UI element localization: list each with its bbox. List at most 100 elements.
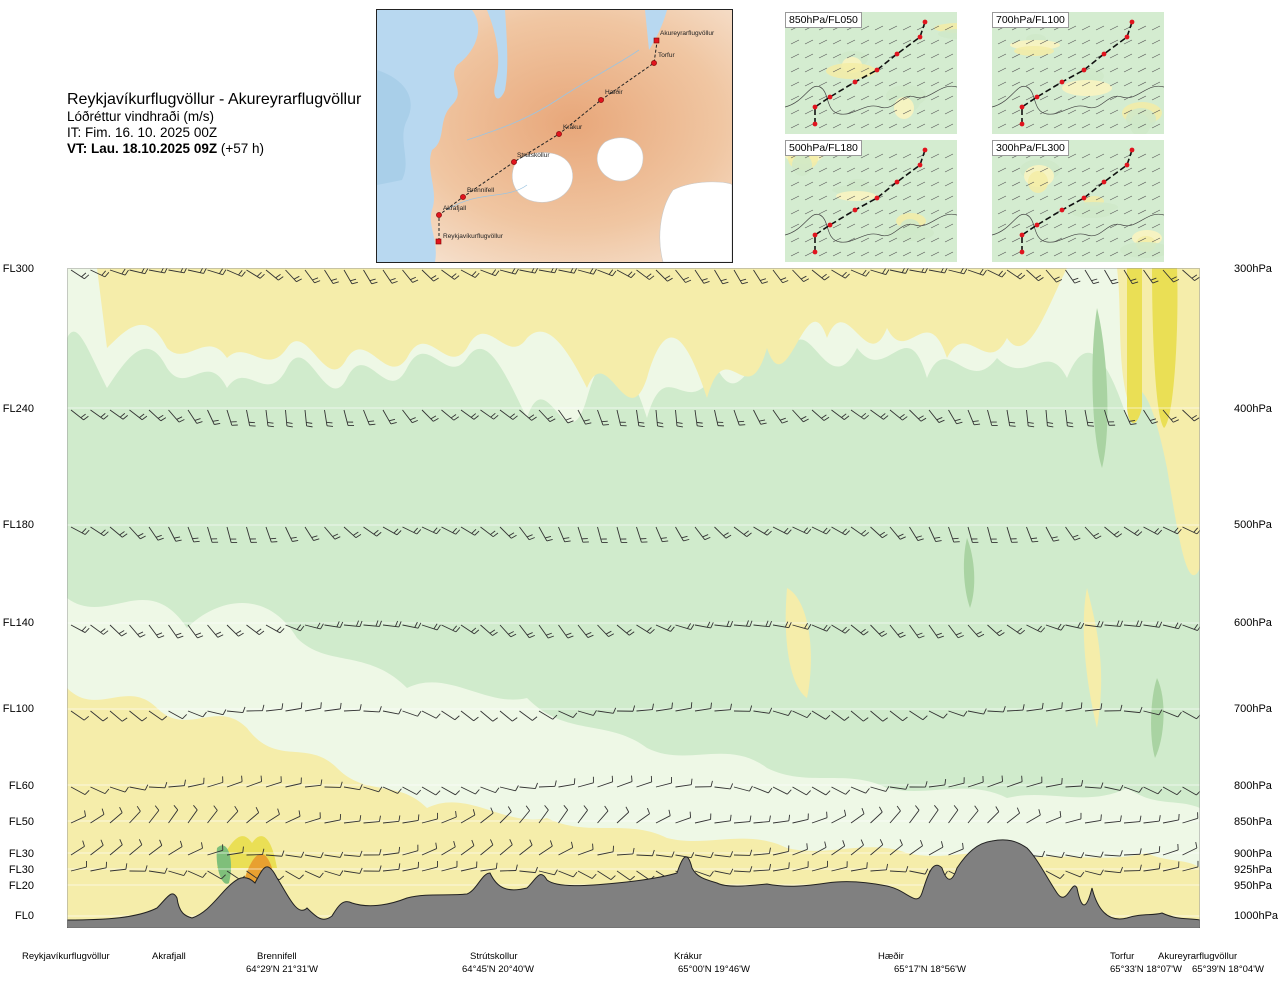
wind-barb-feather [703,281,710,284]
wind-barb-feather [1191,414,1197,419]
cross-section-plot[interactable] [67,268,1200,928]
level-map-barb [790,237,800,243]
level-map-coastline [992,85,1164,115]
level-map-500[interactable]: 500hPa/FL180 [785,140,957,262]
level-map-barb [902,223,912,229]
wind-barb-feather [515,268,519,275]
wind-barb-feather [786,529,792,535]
wind-barb-shaft [285,707,302,712]
wind-barb-feather [1038,277,1044,282]
wind-barb-shaft [343,820,360,824]
wind-barb-feather [915,805,920,811]
wind-barb-feather [475,789,480,795]
wind-barb-shaft [1143,786,1159,795]
wind-barb-feather [398,621,402,628]
level-map-field-patch [1028,171,1048,193]
wind-barb-feather [1030,537,1038,540]
level-map-700-label: 700hPa/FL100 [992,12,1069,28]
level-map-barb [1109,237,1119,243]
wind-barb-shaft [753,786,769,794]
level-map-barb [1053,109,1063,115]
level-map-850[interactable]: 850hPa/FL050 [785,12,957,134]
wind-barb-feather [1158,862,1161,869]
level-map-barb [944,39,954,45]
level-map-barb [1067,95,1077,101]
wind-barb-shaft [850,624,864,636]
wind-barb-shaft [811,866,828,872]
wind-barb-feather [605,630,612,635]
wind-barb-shaft [421,409,434,422]
wind-barb-shaft [70,409,84,421]
wind-barb-shaft [655,782,672,788]
level-map-300[interactable]: 300hPa/FL300 [992,140,1164,262]
wind-barb-feather [957,635,964,639]
wind-barb-feather [806,790,811,796]
wind-barb-shaft [1143,409,1153,424]
field-yellow-strong-2 [1152,268,1178,428]
wind-barb-shaft [168,624,179,639]
wind-barb-feather [157,414,164,419]
level-map-barb [930,223,940,229]
level-map-barb [930,81,940,87]
level-map-waypoint [874,67,880,73]
level-map-barb [1039,67,1049,73]
wind-barb-feather [861,807,865,814]
wind-barb-shaft [928,809,939,824]
level-map-barb [818,109,828,115]
level-map-barb [997,81,1007,87]
level-map-route [814,21,926,124]
map-label-krakur: Krákur [563,124,583,131]
wind-barb-feather [1016,807,1021,814]
wind-barb-feather [369,423,376,426]
wind-barb-shaft [382,710,399,715]
wind-barb-feather [203,268,207,274]
level-map-barb [1011,53,1021,59]
wind-barb-feather [193,540,200,543]
wind-barb-shaft [1182,269,1195,281]
level-map-barb [902,39,912,45]
wind-barb-shaft [382,852,399,856]
wind-barb-shaft [772,710,789,716]
hpa-label-850: 850hPa [1234,816,1272,828]
level-map-barb [916,53,926,59]
wind-barb-feather [683,276,689,281]
wind-barb-feather [806,712,812,718]
wind-barb-feather [179,840,183,847]
wind-barb-feather [1119,815,1122,822]
wind-barb-shaft [811,786,827,796]
wind-barb-shaft [246,409,251,426]
wind-barb-feather [1173,278,1180,283]
route-map[interactable]: Akureyrarflugvöllur Torfur Hæðir Krákur … [376,9,733,263]
wind-barb-shaft [402,409,413,423]
wind-barb-shaft [811,526,827,535]
wind-barb-feather [1093,281,1100,285]
wind-barb-shaft [363,786,379,793]
wind-barb-shaft [441,526,456,535]
wind-barb-feather [972,420,979,422]
wind-barb-feather [145,865,148,872]
level-map-700[interactable]: 700hPa/FL100 [992,12,1164,134]
wind-barb-feather [326,421,333,424]
level-map-barb [902,25,912,31]
wind-barb-shaft [772,820,789,824]
wind-barb-shaft [1182,817,1198,824]
level-map-field-patch [1130,114,1150,134]
wind-barb-shaft [441,816,457,824]
wind-barb-feather [238,632,244,637]
level-map-route [1021,149,1133,252]
wind-barb-feather [664,275,671,280]
wind-barb-feather [1061,702,1063,709]
wind-barb-feather [119,413,126,418]
level-map-barb [1011,81,1021,87]
wind-barb-shaft [460,867,477,872]
wind-barb-shaft [733,624,750,627]
level-map-barb [888,195,898,201]
wind-barb-feather [1060,624,1065,631]
wind-barb-feather [878,630,885,635]
wind-barb-feather [124,269,129,276]
level-map-field-patch [1120,242,1164,258]
level-map-barb [944,195,954,201]
wind-barb-feather [920,417,927,422]
wind-barb-feather [278,276,284,281]
wind-barb-feather [509,413,515,418]
